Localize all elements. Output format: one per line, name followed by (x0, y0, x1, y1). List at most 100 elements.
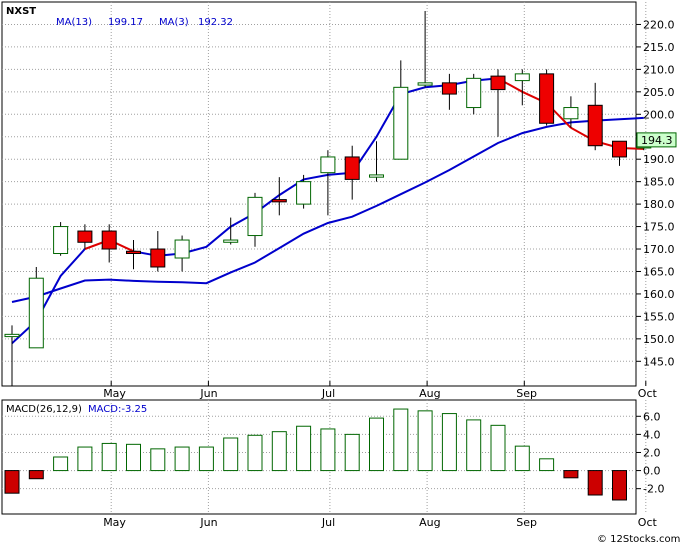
candle-body-up (563, 107, 579, 120)
ma3-line-segment (570, 126, 644, 150)
candle (344, 145, 360, 200)
candle (320, 150, 336, 216)
macd-bar (126, 443, 141, 472)
macd-bar (587, 470, 603, 496)
price-tick-label: 180.0 (643, 198, 675, 211)
ma13-line (11, 116, 644, 303)
candle-body-up (417, 82, 433, 86)
candle-body-up (247, 196, 263, 237)
last-price-marker: 194.3 (636, 132, 677, 148)
candle (174, 235, 190, 272)
macd-bar (150, 448, 166, 472)
candle (612, 140, 627, 166)
macd-tick-label: 6.0 (643, 410, 661, 423)
price-tick-label: 175.0 (643, 221, 675, 234)
last-price-label: 194.3 (641, 134, 673, 147)
candle-body-up (320, 156, 336, 174)
macd-bar (28, 470, 44, 480)
ma3-line-segment (181, 171, 353, 255)
candle (514, 69, 530, 106)
candle (126, 240, 141, 270)
ma3-label: MA(3) (159, 17, 189, 28)
macd-bar (539, 458, 555, 472)
candle-body-up (223, 239, 239, 243)
macd-month-label: Jul (321, 516, 335, 529)
macd-tick-label: 0.0 (643, 465, 661, 478)
ma3-line-segment (497, 77, 572, 129)
macd-panel (1, 399, 637, 515)
month-label: Jul (321, 387, 335, 400)
price-tick-label: 205.0 (643, 86, 675, 99)
macd-tick-label: 2.0 (643, 446, 661, 459)
candle-body-up (393, 86, 409, 160)
candle-body-down (126, 250, 141, 255)
macd-bar (223, 437, 239, 472)
price-tick-label: 210.0 (643, 63, 675, 76)
price-tick-label: 150.0 (643, 333, 675, 346)
candle-body-up (4, 333, 20, 338)
candle-body-up (174, 239, 190, 259)
candle (587, 82, 603, 151)
macd-tick-label: -2.0 (643, 483, 664, 496)
candle-body-up (296, 181, 312, 205)
ma13-value: 199.17 (108, 17, 143, 28)
candle (296, 174, 312, 209)
candle-body-down (77, 230, 93, 243)
candle-body-up (53, 226, 69, 255)
macd-month-label: Aug (419, 516, 440, 529)
candle-body-down (587, 104, 603, 147)
candle (150, 231, 166, 272)
macd-bar (563, 470, 579, 479)
candle (101, 224, 117, 263)
candle (247, 192, 263, 247)
copyright: © 12Stocks.com (597, 534, 680, 545)
macd-bar (344, 433, 360, 472)
macd-bar (320, 428, 336, 472)
macd-bar (174, 446, 190, 472)
candle (271, 177, 287, 216)
ma3-value: 192.32 (198, 17, 233, 28)
macd-month-label: Jun (199, 516, 217, 529)
price-tick-label: 145.0 (643, 355, 675, 368)
month-label: Aug (419, 387, 440, 400)
candle (490, 69, 506, 137)
candle (53, 222, 69, 256)
price-panel (1, 1, 637, 387)
month-label: Oct (638, 387, 658, 400)
candle-body-down (101, 230, 117, 250)
macd-month-label: Sep (516, 516, 537, 529)
candle-body-up (28, 277, 44, 349)
price-tick-label: 185.0 (643, 176, 675, 189)
macd-bar (369, 417, 384, 472)
macd-month-label: May (103, 516, 126, 529)
month-label: Sep (516, 387, 537, 400)
price-tick-label: 155.0 (643, 310, 675, 323)
candle-body-down (271, 199, 287, 203)
candle (28, 266, 44, 349)
candle-body-down (150, 248, 166, 268)
macd-bar (77, 446, 93, 472)
price-tick-label: 190.0 (643, 153, 675, 166)
macd-bar (393, 408, 409, 472)
ma13-label: MA(13) (56, 17, 92, 28)
macd-bar (441, 413, 457, 472)
candle (417, 10, 433, 88)
macd-bar (53, 456, 69, 472)
candle (4, 325, 20, 386)
candle (441, 73, 457, 110)
symbol-label: NXST (6, 6, 36, 17)
candle (369, 141, 384, 182)
macd-label: MACD(26,12,9) (6, 404, 82, 415)
candle (393, 60, 409, 160)
macd-bar (296, 425, 312, 472)
price-tick-label: 170.0 (643, 243, 675, 256)
macd-bar (417, 410, 433, 472)
candle-body-down (490, 75, 506, 91)
month-label: May (103, 387, 126, 400)
macd-bar (247, 434, 263, 472)
candle-body-down (539, 73, 555, 124)
price-tick-label: 200.0 (643, 108, 675, 121)
candle-body-up (369, 174, 384, 178)
